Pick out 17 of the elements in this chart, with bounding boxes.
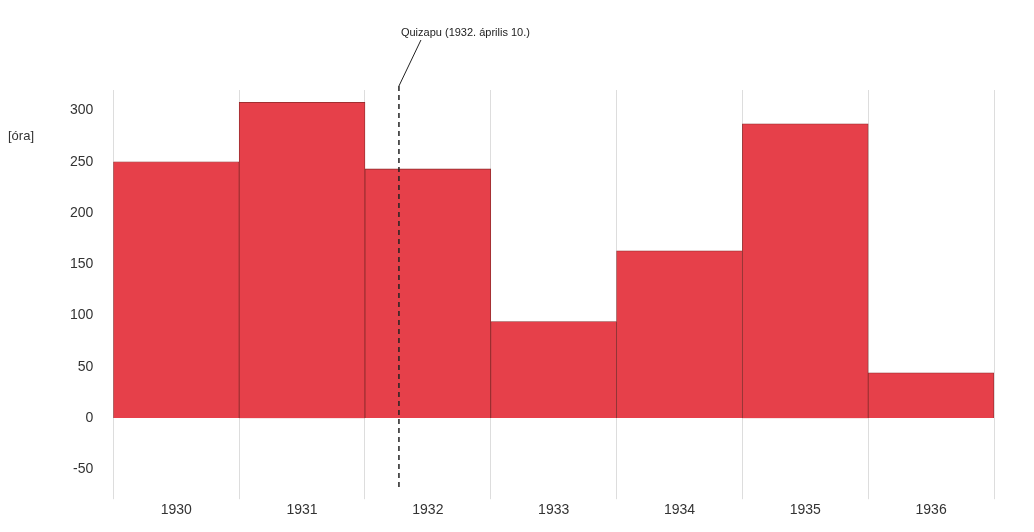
- x-tick-label: 1932: [412, 501, 444, 518]
- y-tick-label: 200: [70, 203, 94, 220]
- y-tick-label: -50: [73, 460, 94, 477]
- x-tick-label: 1931: [286, 501, 318, 518]
- x-tick-label: 1936: [915, 501, 947, 518]
- x-tick-label: 1934: [663, 501, 696, 518]
- y-tick-label: 150: [70, 255, 94, 272]
- y-tick-label: 100: [70, 306, 94, 323]
- y-tick-label: 250: [70, 152, 94, 169]
- x-tick-label: 1935: [789, 501, 822, 518]
- x-tick-label: 1933: [538, 501, 570, 518]
- ref-line-label: Quizapu (1932. április 10.): [400, 25, 530, 38]
- y-axis-title: [óra]: [8, 127, 35, 143]
- y-tick-label: 300: [70, 101, 94, 118]
- y-tick-label: 50: [77, 357, 94, 374]
- y-tick-label: 0: [85, 408, 94, 425]
- x-tick-label: 1930: [160, 501, 193, 518]
